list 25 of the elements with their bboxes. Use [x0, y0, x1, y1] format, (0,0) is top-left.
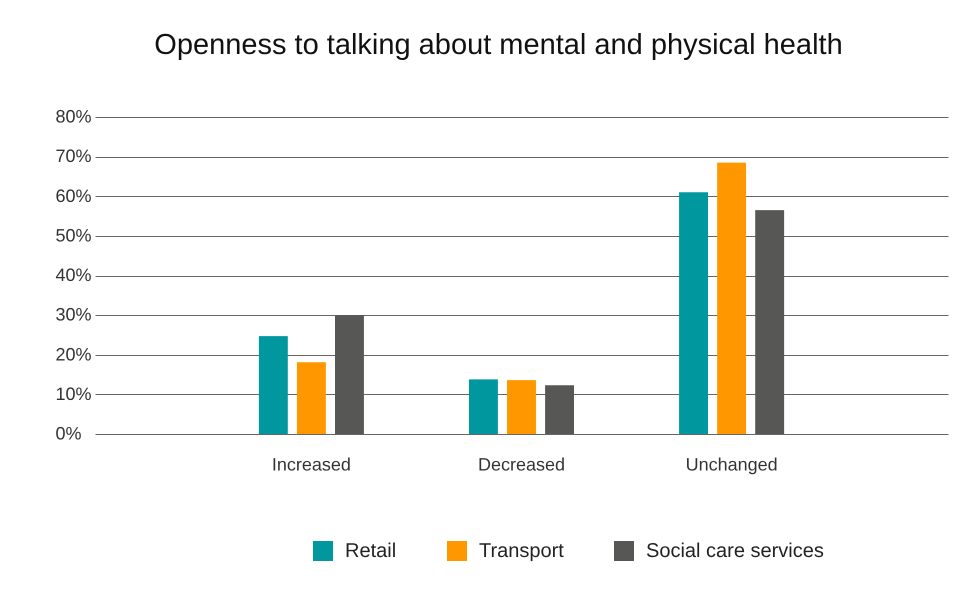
y-tick-label: 50%: [56, 225, 92, 246]
y-tick-label: 0%: [56, 424, 82, 444]
bar: [717, 162, 746, 434]
y-tick-label: 80%: [56, 106, 92, 126]
y-tick-label: 60%: [56, 186, 92, 206]
bar: [296, 362, 326, 434]
bar: [507, 380, 536, 434]
y-tick-label: 70%: [56, 146, 92, 166]
x-tick-label: Decreased: [478, 454, 566, 474]
bar: [679, 192, 708, 434]
bar: [468, 379, 498, 434]
x-tick-label: Increased: [272, 454, 351, 474]
y-tick-label: 30%: [56, 304, 92, 325]
y-tick-label: 40%: [56, 265, 92, 285]
x-tick-label: Unchanged: [686, 454, 778, 474]
chart-title: Openness to talking about mental and physical health: [154, 29, 843, 61]
y-tick-label: 10%: [56, 384, 92, 404]
bar: [755, 210, 784, 434]
y-tick-label: 20%: [56, 344, 92, 364]
legend-label: Transport: [479, 540, 564, 562]
bar: [545, 385, 574, 434]
legend-label: Retail: [345, 540, 396, 562]
bar: [258, 336, 288, 434]
legend-label: Social care services: [646, 540, 824, 562]
bar: [335, 315, 364, 434]
